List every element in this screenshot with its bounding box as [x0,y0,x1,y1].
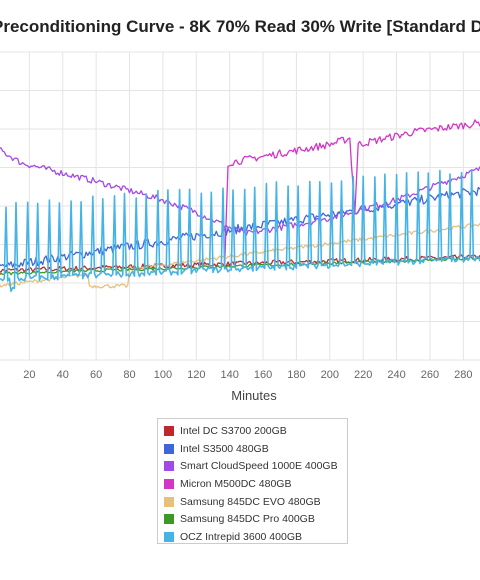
x-tick-label-14: 280 [454,369,472,381]
x-tick-label-4: 80 [123,369,135,381]
legend-swatch-4 [164,496,174,507]
x-tick-label-9: 180 [287,369,305,381]
x-tick-label-8: 160 [254,369,272,381]
legend-swatch-1 [164,443,174,454]
legend-label-1: Intel S3500 480GB [180,442,269,455]
legend-swatch-3 [164,478,174,489]
legend-item-4[interactable]: Samsung 845DC EVO 480GB [164,493,347,511]
chart-grid [0,51,480,361]
legend-item-1[interactable]: Intel S3500 480GB [164,440,347,458]
x-tick-label-7: 140 [220,369,238,381]
x-axis-ticks: 020406080100120140160180200220240260280 [23,369,472,381]
x-tick-label-13: 260 [421,369,439,381]
x-tick-label-10: 200 [321,369,339,381]
legend-item-2[interactable]: Smart CloudSpeed 1000E 400GB [164,457,347,475]
legend-item-3[interactable]: Micron M500DC 480GB [164,475,347,493]
legend-swatch-2 [164,461,174,472]
legend-item-0[interactable]: Intel DC S3700 200GB [164,422,347,440]
x-tick-label-6: 120 [187,369,205,381]
legend-swatch-6 [164,531,174,542]
series-line-3 [223,119,480,269]
legend-swatch-5 [164,514,174,525]
legend-item-6[interactable]: OCZ Intrepid 3600 400GB [164,528,347,546]
legend-item-5[interactable]: Samsung 845DC Pro 400GB [164,510,347,528]
legend-label-2: Smart CloudSpeed 1000E 400GB [180,460,338,473]
series-line-2 [0,147,480,236]
chart-title: Preconditioning Curve - 8K 70% Read 30% … [0,17,480,36]
chart-legend: Intel DC S3700 200GB Intel S3500 480GB Sma… [157,418,348,544]
x-tick-label-3: 60 [90,369,102,381]
series-line-6 [0,169,480,293]
chart-series [0,119,480,293]
line-chart: 020406080100120140160180200220240260280 … [0,51,480,403]
legend-label-6: OCZ Intrepid 3600 400GB [180,530,302,543]
x-tick-label-12: 240 [387,369,405,381]
series-line-1 [0,186,480,268]
x-tick-label-1: 20 [23,369,35,381]
legend-label-0: Intel DC S3700 200GB [180,424,287,437]
legend-label-3: Micron M500DC 480GB [180,477,292,490]
legend-label-4: Samsung 845DC EVO 480GB [180,495,321,508]
x-tick-label-2: 40 [57,369,69,381]
legend-label-5: Samsung 845DC Pro 400GB [180,513,315,526]
x-tick-label-11: 220 [354,369,372,381]
legend-swatch-0 [164,425,174,436]
x-tick-label-5: 100 [154,369,172,381]
x-axis-label: Minutes [231,388,277,403]
